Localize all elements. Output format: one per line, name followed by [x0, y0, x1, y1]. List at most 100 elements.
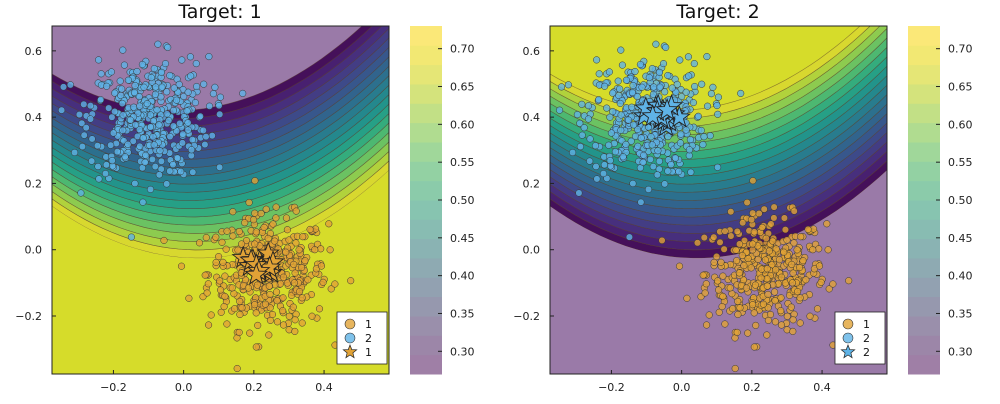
scatter-point-2: [216, 110, 224, 118]
scatter-point-2: [673, 80, 681, 88]
scatter-point-2: [139, 134, 147, 142]
scatter-point-1: [796, 319, 804, 327]
legend-label: 1: [365, 318, 372, 331]
scatter-point-1: [257, 209, 265, 218]
scatter-point-1: [306, 225, 314, 233]
scatter-point-1: [740, 237, 749, 245]
scatter-point-2: [653, 171, 661, 179]
colorbar-tick-label: 0.55: [948, 156, 973, 169]
scatter-point-1: [262, 205, 270, 213]
scatter-point-1: [260, 223, 268, 231]
scatter-point-1: [241, 219, 249, 227]
y-tick-label: −0.2: [15, 310, 42, 323]
scatter-point-2: [619, 153, 627, 161]
scatter-point-2: [671, 154, 680, 162]
scatter-point-1: [251, 209, 259, 217]
scatter-point-1: [752, 321, 760, 329]
scatter-point-2: [155, 121, 163, 129]
scatter-point-1: [717, 258, 725, 266]
scatter-point-2: [95, 56, 103, 64]
scatter-point-1: [700, 234, 708, 242]
scatter-point-2: [101, 170, 110, 178]
scatter-point-2: [191, 99, 199, 107]
scatter-point-2: [584, 115, 593, 123]
y-tick-label: 0.0: [25, 244, 43, 257]
scatter-point-2: [628, 88, 636, 97]
plot-frame: [549, 25, 888, 375]
scatter-point-1: [185, 294, 193, 302]
scatter-point-1: [744, 329, 752, 337]
y-tick-label: 0.2: [523, 177, 541, 190]
scatter-point-1: [295, 246, 303, 254]
y-tick-label: 0.2: [25, 177, 43, 190]
scatter-point-2: [700, 133, 708, 141]
scatter-point-1: [160, 236, 168, 244]
scatter-point-1: [777, 307, 785, 315]
scatter-point-1: [796, 294, 804, 302]
scatter-point-2: [601, 82, 609, 90]
scatter-point-2: [216, 163, 224, 171]
scatter-point-2: [200, 80, 208, 88]
scatter-point-1: [218, 238, 226, 246]
scatter-point-2: [591, 142, 600, 150]
scatter-point-1: [763, 265, 771, 273]
scatter-point-1: [279, 307, 287, 315]
colorbar-tick-label: 0.70: [948, 43, 973, 56]
scatter-point-1: [795, 263, 804, 272]
scatter-point-2: [652, 40, 660, 48]
scatter-point-1: [216, 277, 224, 285]
scatter-point-2: [573, 111, 581, 119]
scatter-point-1: [781, 279, 789, 287]
scatter-point-2: [586, 135, 594, 143]
scatter-point-2: [737, 89, 745, 97]
scatter-point-2: [202, 133, 210, 141]
scatter-point-1: [252, 343, 260, 351]
legend-label: 1: [365, 346, 372, 359]
scatter-point-1: [317, 245, 325, 253]
scatter-point-2: [80, 100, 88, 108]
scatter-point-1: [743, 198, 751, 207]
scatter-point-2: [209, 90, 217, 98]
scatter-point-1: [783, 236, 791, 244]
scatter-point-2: [184, 119, 192, 127]
scatter-point-2: [173, 96, 181, 104]
legend-marker: [840, 344, 856, 359]
scatter-point-1: [289, 303, 297, 311]
scatter-point-1: [757, 274, 765, 282]
scatter-point-2: [649, 90, 657, 98]
colorbar-tick-label: 0.35: [450, 307, 475, 320]
colorbar-band: [908, 180, 940, 201]
scatter-point-2: [78, 143, 86, 151]
colorbar-band: [908, 296, 940, 317]
scatter-point-2: [615, 91, 623, 100]
scatter-point-1: [777, 321, 786, 329]
scatter-point-1: [292, 207, 300, 215]
scatter-point-2: [586, 157, 594, 165]
scatter-point-1: [195, 239, 204, 247]
scatter-point-1: [229, 208, 237, 216]
scatter-point-2: [131, 81, 139, 90]
scatter-point-1: [266, 290, 274, 298]
scatter-point-2: [127, 233, 135, 241]
scatter-point-1: [734, 297, 742, 305]
scatter-point-1: [253, 281, 261, 289]
scatter-point-1: [683, 294, 691, 302]
colorbar-tick-label: 0.30: [948, 345, 973, 358]
star-point-2: [641, 103, 665, 127]
scatter-point-1: [207, 311, 215, 319]
scatter-point-2: [607, 129, 615, 137]
x-tick-label: 0.4: [315, 381, 333, 394]
scatter-point-2: [617, 126, 625, 134]
scatter-point-1: [727, 232, 735, 240]
colorbar-band: [410, 238, 442, 259]
scatter-point-2: [146, 185, 155, 193]
scatter-point-2: [694, 112, 702, 120]
scatter-point-1: [325, 220, 333, 228]
y-tick-label: 0.0: [523, 244, 541, 257]
scatter-point-1: [788, 279, 796, 287]
scatter-point-1: [727, 208, 735, 216]
colorbar-band: [908, 84, 940, 104]
scatter-point-1: [252, 309, 260, 317]
scatter-point-1: [235, 227, 243, 236]
scatter-point-2: [158, 83, 166, 91]
